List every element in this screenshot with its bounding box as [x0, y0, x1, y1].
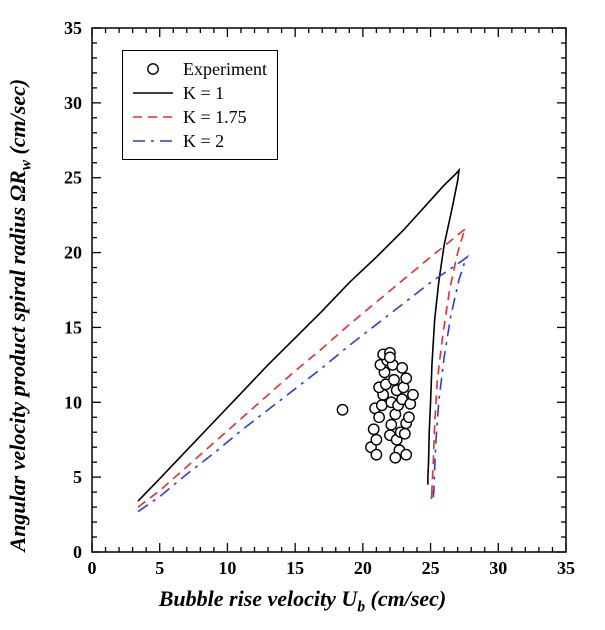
legend-item: K = 2 [131, 129, 267, 153]
legend-label: K = 1.75 [183, 107, 247, 128]
legend-label: K = 2 [183, 131, 224, 152]
series-K=1.75 [138, 229, 466, 507]
experiment-point [400, 429, 410, 439]
x-tick-label: 5 [155, 558, 164, 578]
legend-swatch [131, 107, 175, 127]
y-tick-label: 35 [64, 18, 82, 38]
y-tick-label: 5 [73, 467, 82, 487]
experiment-point [397, 363, 407, 373]
legend-item: Experiment [131, 57, 267, 81]
experiment-point [401, 449, 411, 459]
x-tick-label: 30 [489, 558, 507, 578]
y-tick-label: 20 [64, 243, 82, 263]
x-tick-label: 10 [218, 558, 236, 578]
series-K=2 [138, 257, 467, 512]
legend-label: K = 1 [183, 83, 224, 104]
experiment-point [386, 420, 396, 430]
legend-swatch [131, 131, 175, 151]
legend: Experiment K = 1 K = 1.75 K = 2 [122, 50, 278, 160]
experiment-point [404, 412, 414, 422]
plot-svg: 0 5 10 15 20 25 30 35 0 5 10 15 20 25 30 35 [0, 0, 605, 630]
x-axis-title: Bubble rise velocity Ub (cm/sec) [0, 586, 605, 616]
x-tick-label: 35 [557, 558, 575, 578]
experiment-point [408, 390, 418, 400]
x-tick-label: 0 [88, 558, 97, 578]
y-tick-label: 30 [64, 93, 82, 113]
y-tick-label: 10 [64, 392, 82, 412]
legend-label: Experiment [183, 59, 267, 80]
y-axis-title: Angular velocity product spiral radius Ω… [0, 0, 40, 630]
x-tick-label: 20 [354, 558, 372, 578]
experiment-point [389, 375, 399, 385]
experiment-point [371, 449, 381, 459]
experiment-point [371, 435, 381, 445]
legend-swatch [131, 83, 175, 103]
y-tick-label: 15 [64, 317, 82, 337]
experiment-point [374, 412, 384, 422]
y-tick-label: 25 [64, 168, 82, 188]
x-tick-label: 15 [286, 558, 304, 578]
experiment-point [390, 452, 400, 462]
experiment-point [385, 352, 395, 362]
experiment-point [337, 405, 347, 415]
experiment-point [401, 373, 411, 383]
chart-container: Angular velocity product spiral radius Ω… [0, 0, 605, 630]
legend-item: K = 1.75 [131, 105, 267, 129]
experiment-point [368, 424, 378, 434]
legend-swatch [131, 59, 175, 79]
x-tick-label: 25 [422, 558, 440, 578]
y-tick-label: 0 [73, 542, 82, 562]
legend-item: K = 1 [131, 81, 267, 105]
